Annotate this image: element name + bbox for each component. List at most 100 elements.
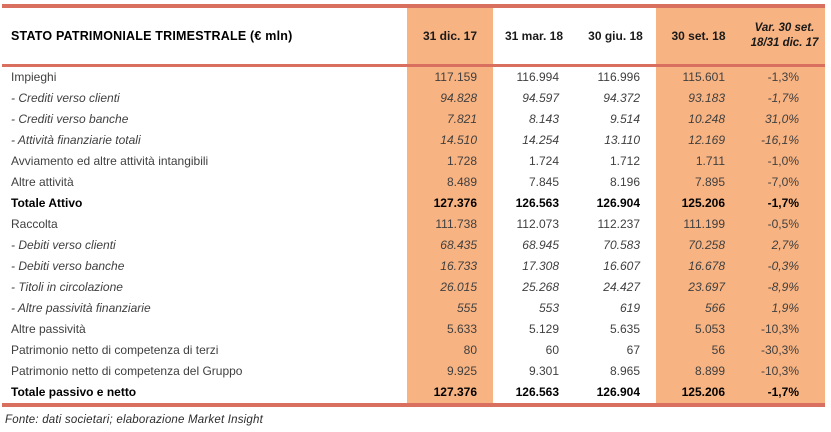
value-31-dic-17: 94.828 — [407, 88, 493, 109]
value-31-mar-18: 5.129 — [528, 322, 559, 336]
value-30-set-18: 1.711 — [656, 151, 741, 172]
value-variation: 1,9% — [741, 298, 825, 319]
value-30-giu-18: 112.237 — [597, 217, 641, 231]
value-30-set-18: 111.199 — [656, 214, 741, 235]
row-label: - Altre passività finanziarie — [11, 301, 151, 315]
row-label: Patrimonio netto di competenza di terzi — [11, 343, 219, 357]
value-31-mar-18: 14.254 — [522, 133, 559, 147]
value-31-dic-17: 8.489 — [407, 172, 493, 193]
table-row: Totale passivo e netto 127.376 126.563 1… — [2, 382, 825, 403]
row-label: Raccolta — [11, 217, 58, 231]
value-variation: -8,9% — [741, 277, 825, 298]
value-30-set-18: 115.601 — [656, 67, 741, 88]
value-31-mar-18: 112.073 — [516, 217, 560, 231]
value-30-giu-18: 619 — [619, 301, 640, 315]
value-31-mar-18: 9.301 — [528, 364, 559, 378]
value-variation: -10,3% — [741, 319, 825, 340]
value-31-mar-18: 25.268 — [522, 280, 559, 294]
value-30-giu-18: 1.712 — [609, 154, 640, 168]
value-variation: -1,7% — [741, 193, 825, 214]
value-31-mar-18: 116.994 — [516, 70, 560, 84]
table-header-row: STATO PATRIMONIALE TRIMESTRALE (€ mln) 3… — [2, 8, 825, 67]
value-30-giu-18: 8.965 — [609, 364, 640, 378]
table-row: - Debiti verso banche 16.733 17.308 16.6… — [2, 256, 825, 277]
value-30-giu-18: 94.372 — [603, 91, 640, 105]
table-title: STATO PATRIMONIALE TRIMESTRALE (€ mln) — [11, 29, 293, 43]
row-label: - Crediti verso banche — [11, 112, 129, 126]
row-label: - Crediti verso clienti — [11, 91, 120, 105]
value-30-set-18: 8.899 — [656, 361, 741, 382]
row-label: Totale passivo e netto — [11, 385, 137, 399]
table-row: Impieghi 117.159 116.994 116.996 115.601… — [2, 67, 825, 88]
table-row: - Attività finanziarie totali 14.510 14.… — [2, 130, 825, 151]
value-variation: -1,0% — [741, 151, 825, 172]
value-31-dic-17: 127.376 — [407, 193, 493, 214]
value-30-giu-18: 9.514 — [609, 112, 640, 126]
value-31-dic-17: 1.728 — [407, 151, 493, 172]
value-31-mar-18: 17.308 — [522, 259, 559, 273]
value-30-giu-18: 67 — [626, 343, 640, 357]
quarterly-balance-sheet-table: STATO PATRIMONIALE TRIMESTRALE (€ mln) 3… — [2, 4, 825, 407]
row-label: - Debiti verso clienti — [11, 238, 116, 252]
value-30-set-18: 70.258 — [656, 235, 741, 256]
table-row: - Crediti verso banche 7.821 8.143 9.514… — [2, 109, 825, 130]
value-30-giu-18: 116.996 — [597, 70, 641, 84]
value-variation: -1,7% — [741, 382, 825, 403]
value-30-set-18: 16.678 — [656, 256, 741, 277]
value-variation: -7,0% — [741, 172, 825, 193]
table-row: Altre attività 8.489 7.845 8.196 7.895 -… — [2, 172, 825, 193]
value-31-dic-17: 14.510 — [407, 130, 493, 151]
value-31-dic-17: 555 — [407, 298, 493, 319]
value-31-mar-18: 7.845 — [528, 175, 559, 189]
row-label: Avviamento ed altre attività intangibili — [11, 154, 209, 168]
value-31-mar-18: 126.563 — [515, 385, 559, 399]
value-31-dic-17: 26.015 — [407, 277, 493, 298]
value-variation: -1,3% — [741, 67, 825, 88]
table-row: Altre passività 5.633 5.129 5.635 5.053 … — [2, 319, 825, 340]
value-30-set-18: 56 — [656, 340, 741, 361]
value-variation: -0,5% — [741, 214, 825, 235]
value-30-giu-18: 70.583 — [603, 238, 640, 252]
value-30-set-18: 125.206 — [656, 193, 741, 214]
value-30-set-18: 93.183 — [656, 88, 741, 109]
value-30-set-18: 12.169 — [656, 130, 741, 151]
value-30-giu-18: 24.427 — [603, 280, 640, 294]
column-header-30-giu-18: 30 giu. 18 — [588, 29, 643, 43]
value-variation: -10,3% — [741, 361, 825, 382]
value-31-dic-17: 68.435 — [407, 235, 493, 256]
row-label: - Debiti verso banche — [11, 259, 125, 273]
value-variation: 31,0% — [741, 109, 825, 130]
table-row: Raccolta 111.738 112.073 112.237 111.199… — [2, 214, 825, 235]
value-31-dic-17: 127.376 — [407, 382, 493, 403]
value-variation: -0,3% — [741, 256, 825, 277]
row-label: Patrimonio netto di competenza del Grupp… — [11, 364, 243, 378]
value-variation: 2,7% — [741, 235, 825, 256]
value-31-mar-18: 60 — [545, 343, 559, 357]
row-label: - Titoli in circolazione — [11, 280, 123, 294]
value-30-giu-18: 5.635 — [609, 322, 640, 336]
row-label: Altre attività — [11, 175, 74, 189]
value-30-giu-18: 8.196 — [609, 175, 640, 189]
value-30-set-18: 566 — [656, 298, 741, 319]
table-body: Impieghi 117.159 116.994 116.996 115.601… — [2, 67, 825, 403]
value-30-set-18: 125.206 — [656, 382, 741, 403]
value-30-set-18: 10.248 — [656, 109, 741, 130]
value-31-dic-17: 16.733 — [407, 256, 493, 277]
value-31-dic-17: 80 — [407, 340, 493, 361]
column-header-30-set-18: 30 set. 18 — [656, 8, 741, 64]
value-variation: -30,3% — [741, 340, 825, 361]
value-30-giu-18: 126.904 — [596, 385, 640, 399]
value-30-giu-18: 16.607 — [603, 259, 640, 273]
value-variation: -1,7% — [741, 88, 825, 109]
value-31-dic-17: 117.159 — [407, 67, 493, 88]
table-row: Totale Attivo 127.376 126.563 126.904 12… — [2, 193, 825, 214]
value-31-dic-17: 7.821 — [407, 109, 493, 130]
value-31-mar-18: 8.143 — [528, 112, 559, 126]
value-31-dic-17: 5.633 — [407, 319, 493, 340]
value-30-giu-18: 13.110 — [604, 133, 640, 147]
value-31-dic-17: 111.738 — [407, 214, 493, 235]
value-31-mar-18: 553 — [538, 301, 559, 315]
value-30-set-18: 7.895 — [656, 172, 741, 193]
table-row: - Debiti verso clienti 68.435 68.945 70.… — [2, 235, 825, 256]
value-variation: -16,1% — [741, 130, 825, 151]
